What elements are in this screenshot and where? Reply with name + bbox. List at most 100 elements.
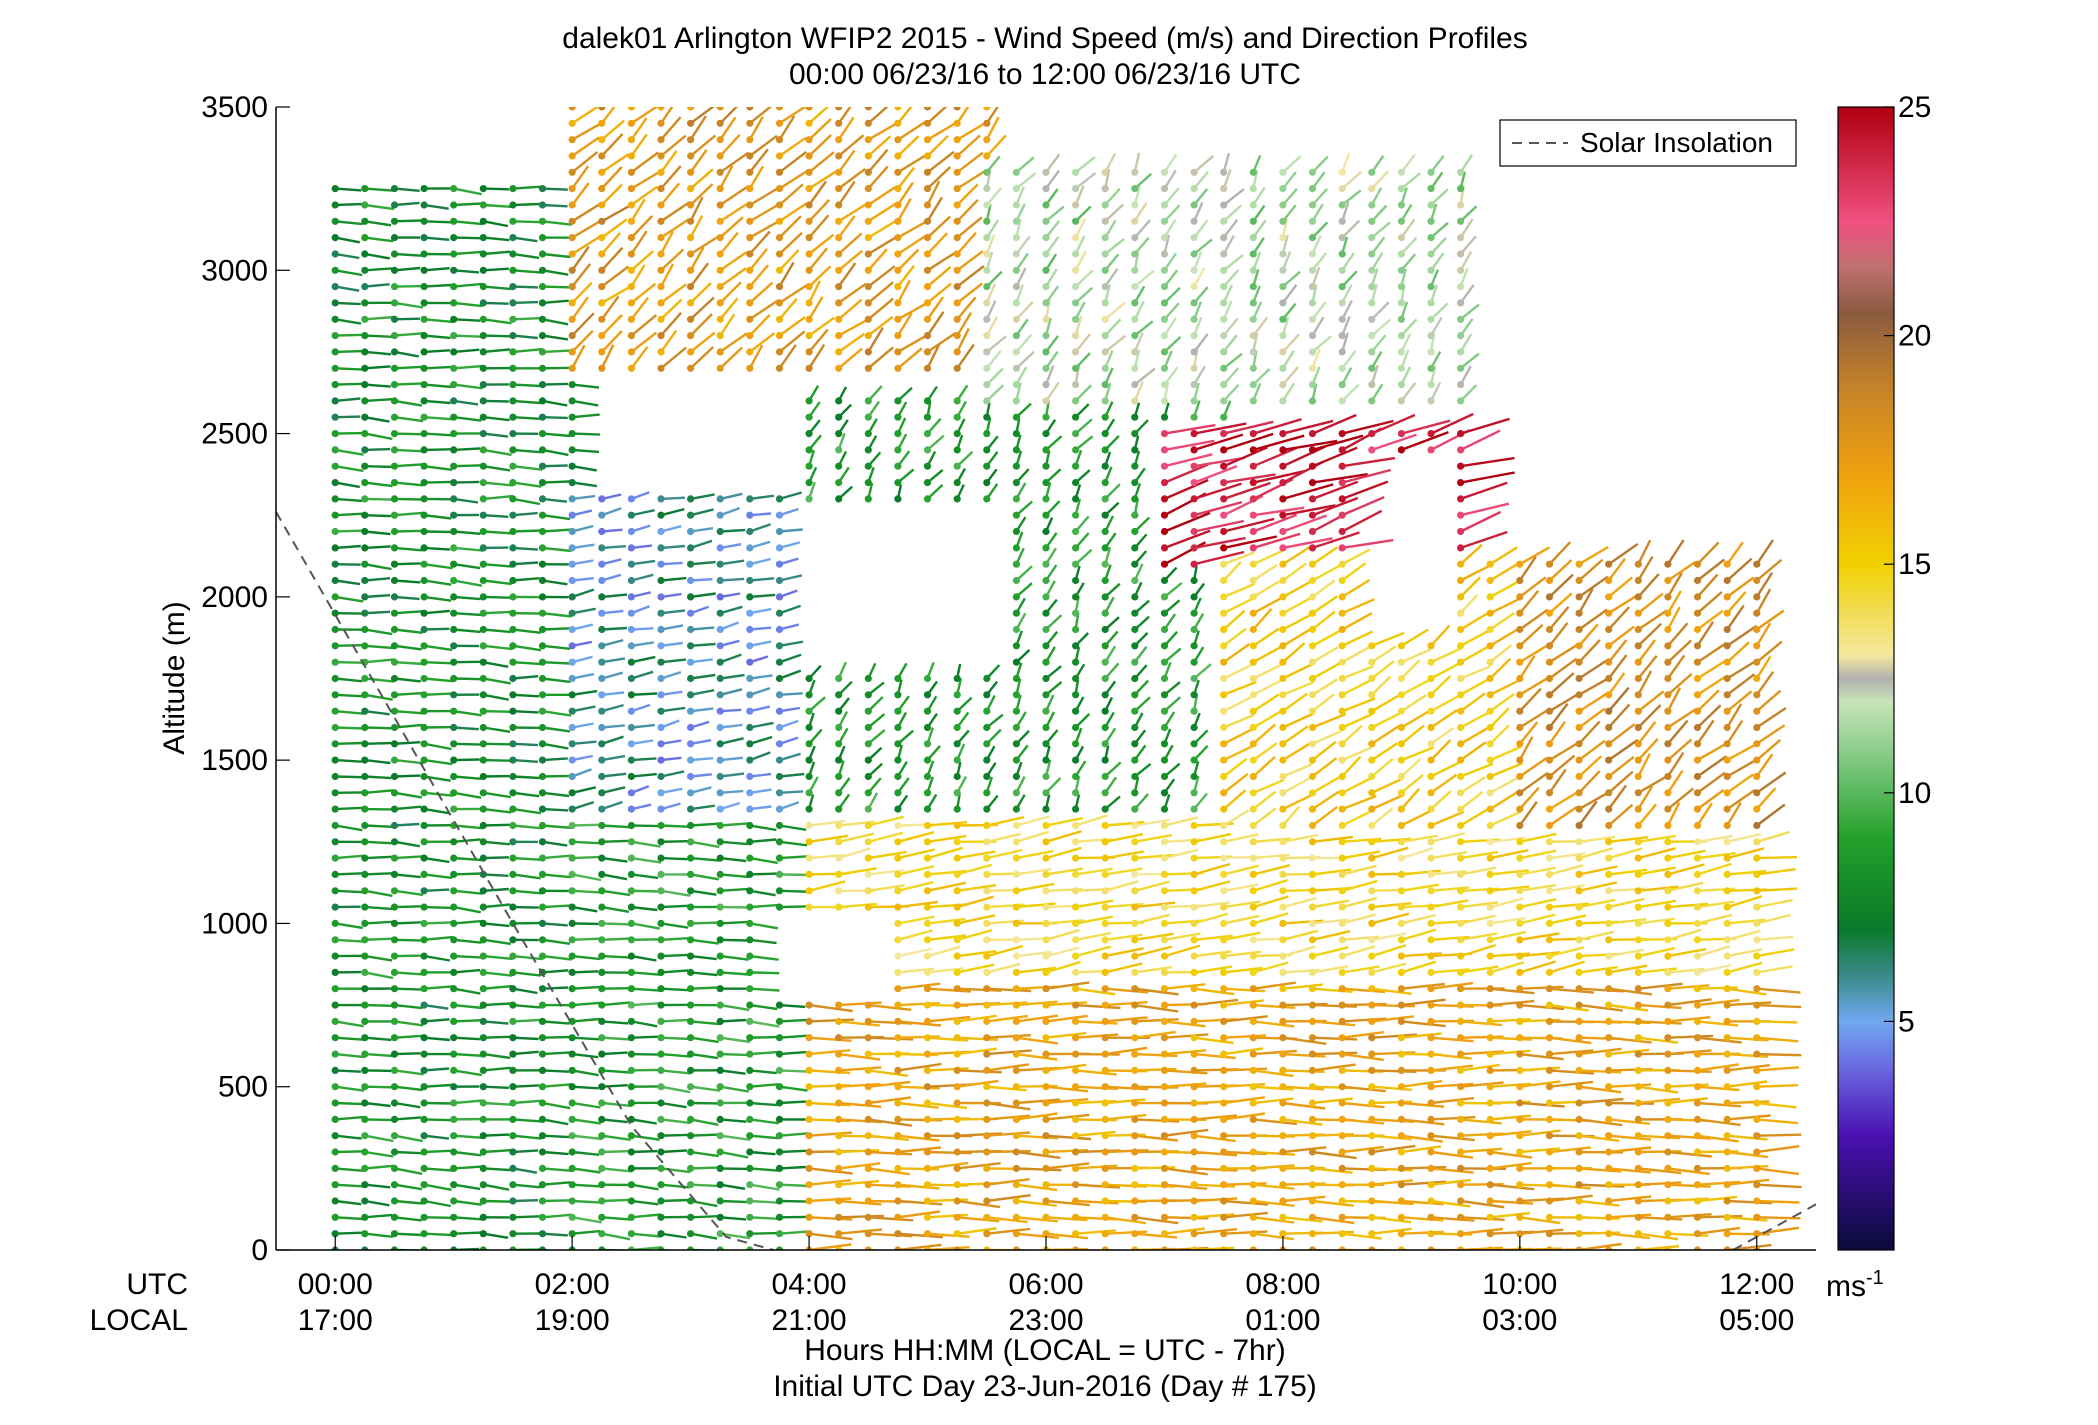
wind-barb-shaft bbox=[1134, 913, 1170, 925]
wind-barb-point bbox=[331, 805, 339, 813]
wind-barb-shaft bbox=[1400, 218, 1416, 239]
wind-barb-shaft bbox=[571, 150, 599, 174]
wind-barb-point bbox=[1220, 1050, 1228, 1058]
wind-barb-shaft bbox=[720, 1018, 747, 1023]
wind-barb-point bbox=[775, 1017, 784, 1025]
wind-barb-shaft bbox=[483, 758, 512, 762]
wind-barb-point bbox=[1457, 446, 1465, 454]
wind-barb-shaft bbox=[1016, 1134, 1059, 1140]
wind-barb-point bbox=[1101, 903, 1109, 911]
wind-barb-shaft bbox=[720, 528, 746, 533]
wind-barb-point bbox=[716, 299, 724, 307]
wind-barb-shaft bbox=[483, 791, 511, 799]
wind-barb-point bbox=[1279, 283, 1287, 291]
wind-barb-point bbox=[568, 201, 576, 209]
wind-barb-point bbox=[1457, 593, 1465, 601]
wind-barb-shaft bbox=[719, 133, 741, 157]
wind-barb-shaft bbox=[571, 329, 594, 353]
wind-barb-shaft bbox=[1400, 382, 1417, 402]
wind-barb-shaft bbox=[394, 511, 424, 517]
wind-barb-shaft bbox=[1223, 809, 1250, 827]
wind-barb-point bbox=[627, 1132, 636, 1140]
wind-barb-point bbox=[390, 740, 399, 748]
wind-barb-shaft bbox=[542, 1051, 571, 1056]
wind-barb-point bbox=[716, 1246, 724, 1250]
wind-barb-shaft bbox=[542, 318, 569, 326]
wind-barb-shaft bbox=[720, 1118, 747, 1123]
wind-barb-shaft bbox=[897, 1101, 939, 1109]
wind-barb-shaft bbox=[660, 507, 685, 517]
wind-barb-point bbox=[1190, 544, 1198, 552]
wind-barb-shaft bbox=[1490, 999, 1535, 1007]
wind-barb-point bbox=[1160, 772, 1169, 781]
wind-barb-point bbox=[538, 870, 547, 879]
wind-barb-point bbox=[1220, 772, 1228, 781]
wind-barb-shaft bbox=[749, 889, 776, 897]
wind-barb-point bbox=[953, 740, 961, 748]
wind-barb-shaft bbox=[749, 971, 780, 975]
wind-barb-shaft bbox=[1311, 335, 1332, 353]
wind-barb-shaft bbox=[572, 1085, 599, 1090]
wind-barb-point bbox=[1101, 968, 1109, 977]
wind-barb-point bbox=[923, 1115, 932, 1123]
wind-barb-point bbox=[1131, 1083, 1139, 1091]
wind-barb-point bbox=[1190, 446, 1198, 454]
wind-barb-shaft bbox=[424, 1167, 453, 1172]
wind-barb-shaft bbox=[1252, 368, 1271, 386]
wind-barb-shaft bbox=[1222, 269, 1240, 288]
wind-barb-shaft bbox=[601, 671, 624, 680]
wind-barb-point bbox=[1368, 168, 1376, 176]
wind-barb-point bbox=[923, 1246, 932, 1250]
wind-barb-point bbox=[894, 364, 902, 372]
wind-barb-shaft bbox=[1341, 777, 1372, 794]
wind-barb-point bbox=[1042, 1099, 1050, 1107]
wind-barb-point bbox=[1131, 756, 1139, 764]
wind-barb-shaft bbox=[483, 693, 509, 701]
wind-barb-point bbox=[923, 723, 932, 732]
wind-barb-shaft bbox=[335, 1167, 364, 1172]
wind-barb-point bbox=[538, 821, 547, 830]
wind-barb-point bbox=[1338, 560, 1346, 568]
wind-barb-point bbox=[1160, 1099, 1169, 1107]
wind-barb-point bbox=[1457, 1099, 1465, 1107]
wind-barb-point bbox=[568, 985, 576, 993]
wind-barb-shaft bbox=[1312, 899, 1350, 909]
wind-barb-shaft bbox=[926, 331, 957, 353]
wind-barb-shaft bbox=[1460, 1199, 1505, 1209]
wind-barb-point bbox=[1072, 234, 1080, 242]
wind-barb-shaft bbox=[867, 234, 900, 256]
wind-barb-point bbox=[894, 936, 902, 944]
wind-barb-shaft bbox=[660, 889, 691, 897]
wind-barb-shaft bbox=[1045, 1199, 1090, 1207]
wind-barb-shaft bbox=[335, 579, 361, 586]
wind-barb-point bbox=[1220, 527, 1228, 536]
wind-barb-shaft bbox=[423, 236, 450, 241]
wind-barb-shaft bbox=[1371, 902, 1412, 909]
wind-barb-shaft bbox=[926, 311, 945, 337]
wind-barb-point bbox=[1397, 903, 1405, 911]
wind-barb-point bbox=[568, 772, 576, 781]
wind-barb-point bbox=[1279, 903, 1287, 911]
wind-barb-point bbox=[1308, 625, 1317, 634]
wind-barb-point bbox=[568, 1001, 576, 1009]
wind-barb-point bbox=[864, 136, 872, 144]
wind-barb-shaft bbox=[453, 399, 479, 406]
wind-barb-point bbox=[568, 544, 576, 552]
wind-barb-point bbox=[864, 756, 872, 764]
wind-barb-point bbox=[687, 234, 695, 242]
wind-barb-point bbox=[568, 381, 576, 389]
wind-barb-point bbox=[1042, 185, 1050, 193]
wind-barb-shaft bbox=[1193, 219, 1209, 239]
wind-barb-point bbox=[1368, 952, 1376, 960]
wind-barb-shaft bbox=[630, 282, 657, 304]
wind-barb-point bbox=[805, 789, 813, 797]
wind-barb-shaft bbox=[808, 1232, 853, 1241]
wind-barb-point bbox=[331, 511, 339, 519]
wind-barb-shaft bbox=[571, 121, 604, 141]
wind-barb-point bbox=[361, 1164, 369, 1172]
wind-barb-point bbox=[1131, 1213, 1139, 1221]
wind-barb-shaft bbox=[453, 824, 483, 830]
wind-barb-point bbox=[1397, 772, 1405, 781]
wind-barb-point bbox=[983, 1148, 991, 1156]
wind-barb-point bbox=[1220, 642, 1228, 650]
